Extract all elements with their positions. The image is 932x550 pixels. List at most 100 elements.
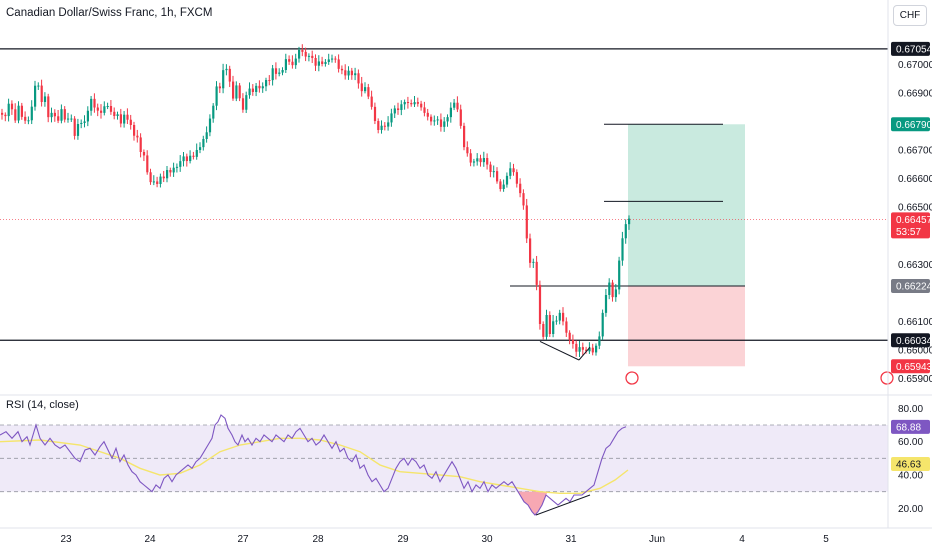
candle — [129, 119, 132, 125]
candle — [139, 137, 142, 152]
candle — [337, 59, 340, 69]
candle — [595, 345, 598, 353]
candle — [146, 155, 149, 173]
candle — [430, 116, 433, 122]
candle — [100, 110, 103, 113]
candle — [321, 61, 324, 64]
price-label: 0.66224 — [896, 282, 932, 293]
candle — [156, 181, 159, 184]
candle — [581, 347, 584, 350]
candle — [380, 125, 383, 130]
candle — [53, 112, 56, 117]
candle — [294, 58, 297, 66]
rsi-oversold-fill — [518, 491, 548, 515]
candle — [383, 125, 386, 127]
candle — [469, 153, 472, 163]
candle — [459, 109, 462, 126]
candle — [334, 58, 337, 60]
candle — [162, 176, 165, 179]
candle — [439, 119, 443, 127]
candle — [565, 321, 568, 333]
candle — [548, 315, 551, 334]
candle — [113, 111, 116, 116]
candle — [109, 106, 113, 112]
y-tick-label: 0.66900 — [898, 88, 932, 99]
candle — [274, 68, 278, 74]
candle — [532, 261, 535, 263]
rsi-divergence-line — [535, 494, 591, 516]
candle — [123, 114, 126, 124]
x-tick-label: 28 — [312, 534, 324, 545]
candle — [307, 55, 311, 57]
x-tick-label: 31 — [565, 534, 577, 545]
candle — [377, 121, 380, 130]
candle — [90, 98, 93, 111]
candle — [284, 59, 287, 70]
candle — [367, 87, 370, 97]
candle — [512, 168, 515, 173]
candle — [542, 324, 545, 337]
candle — [261, 86, 264, 89]
candle — [443, 121, 446, 127]
candle — [10, 103, 14, 110]
candle — [43, 96, 47, 102]
candle — [449, 107, 452, 118]
candle — [364, 87, 367, 92]
candle — [172, 167, 175, 173]
rsi-ma-value-bg — [891, 456, 930, 471]
candle — [340, 68, 344, 71]
y-tick-label: 0.66500 — [898, 203, 932, 214]
candle — [618, 260, 621, 290]
candle — [601, 312, 604, 337]
candle — [476, 158, 479, 162]
x-tick-label: 24 — [144, 534, 156, 545]
currency-button[interactable]: CHF — [893, 5, 927, 26]
price-label-bg — [891, 359, 930, 374]
candle — [228, 68, 231, 82]
candle — [255, 85, 258, 92]
candle — [317, 61, 320, 66]
candle — [571, 339, 575, 344]
position-zones — [510, 123, 745, 367]
candle — [324, 62, 327, 64]
candle — [258, 85, 261, 89]
candle — [50, 112, 53, 118]
candle — [515, 172, 518, 184]
rsi-title: RSI (14, close) — [6, 399, 79, 411]
candle — [67, 118, 70, 120]
candle — [268, 80, 271, 81]
candle — [215, 86, 218, 106]
x-tick-label: 5 — [823, 534, 829, 545]
candle — [390, 113, 393, 123]
y-tick-label: 0.66000 — [898, 346, 932, 357]
candle — [621, 238, 624, 261]
candle — [189, 155, 192, 162]
chart-title: Canadian Dollar/Swiss Franc, 1h, FXCM — [6, 7, 213, 19]
candle — [222, 70, 225, 89]
candle — [387, 122, 390, 127]
candle — [291, 61, 294, 66]
y-tick-label: 0.65900 — [898, 374, 932, 385]
candle — [420, 103, 423, 108]
candle — [545, 315, 548, 337]
candle — [83, 121, 86, 123]
candle — [611, 282, 614, 298]
candle — [433, 120, 436, 122]
candle — [152, 181, 155, 183]
x-tick-label: 29 — [397, 534, 409, 545]
candle — [403, 102, 406, 105]
candle — [40, 85, 43, 102]
candle — [525, 205, 528, 239]
candle — [562, 312, 565, 322]
rsi-y-tick-label: 40.00 — [898, 471, 923, 482]
rsi-y-tick-label: 20.00 — [898, 504, 923, 515]
candle — [492, 171, 495, 173]
candle — [370, 96, 373, 107]
candle — [241, 98, 245, 110]
candle — [185, 156, 188, 162]
candle — [1, 112, 4, 115]
candle — [205, 132, 208, 139]
rsi-line — [0, 414, 627, 516]
